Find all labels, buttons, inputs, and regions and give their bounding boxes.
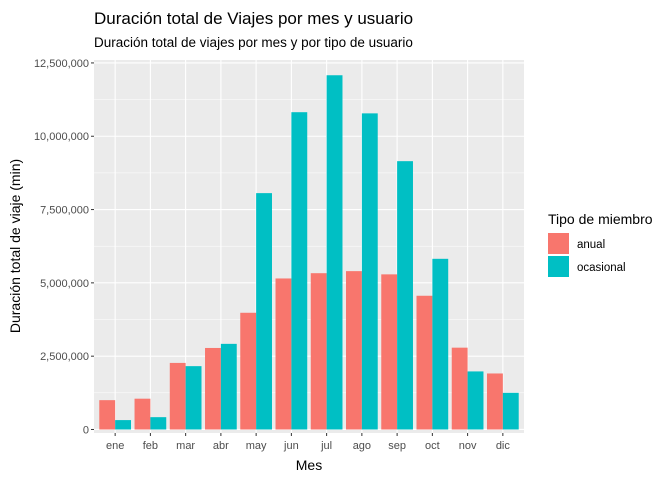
x-axis-title: Mes bbox=[296, 457, 322, 473]
x-tick-label: jun bbox=[283, 440, 299, 452]
bar-anual-jul bbox=[310, 273, 327, 430]
bar-anual-mar bbox=[169, 362, 186, 430]
bar-anual-ago bbox=[346, 271, 362, 430]
legend-key-anual bbox=[548, 233, 569, 254]
bars bbox=[99, 75, 519, 430]
bar-anual-oct bbox=[416, 295, 433, 430]
bar-anual-nov bbox=[451, 347, 468, 430]
legend: Tipo de miembro anual ocasional bbox=[548, 211, 653, 277]
bar-ocasional-jun bbox=[291, 112, 308, 430]
bar-ocasional-abr bbox=[220, 343, 237, 430]
y-axis-title: Duración total de viaje (min) bbox=[7, 159, 23, 333]
x-tick-label: sep bbox=[388, 440, 406, 452]
bar-ocasional-ene bbox=[115, 420, 132, 430]
legend-label-ocasional: ocasional bbox=[577, 262, 626, 274]
x-tick-label: may bbox=[246, 440, 267, 452]
x-axis: ene feb mar abr may jun jul ago sep oct nov dic bbox=[106, 433, 510, 452]
bar-ocasional-nov bbox=[467, 371, 484, 430]
x-tick-label: ene bbox=[106, 440, 124, 452]
x-tick-label: oct bbox=[425, 440, 440, 452]
legend-label-anual: anual bbox=[577, 239, 605, 251]
x-tick-label: nov bbox=[459, 440, 477, 452]
y-tick-label: 2,500,000 bbox=[40, 351, 89, 363]
y-tick-label: 7,500,000 bbox=[40, 205, 89, 217]
bar-ocasional-jul bbox=[326, 75, 343, 430]
bar-anual-sep bbox=[381, 274, 398, 430]
x-tick-label: dic bbox=[496, 440, 511, 452]
chart-subtitle: Duración total de viajes por mes y por t… bbox=[94, 35, 413, 50]
x-tick-label: jul bbox=[320, 440, 332, 452]
x-tick-label: ago bbox=[353, 440, 371, 452]
bar-anual-dic bbox=[486, 373, 503, 430]
x-tick-label: mar bbox=[176, 440, 195, 452]
y-tick-label: 5,000,000 bbox=[40, 278, 89, 290]
x-tick-label: feb bbox=[143, 440, 158, 452]
y-tick-label: 0 bbox=[83, 424, 89, 436]
bar-ocasional-ago bbox=[361, 113, 378, 430]
y-axis: 0 2,500,000 5,000,000 7,500,000 10,000,000 12… bbox=[34, 58, 94, 436]
bar-ocasional-sep bbox=[397, 161, 413, 430]
y-tick-label: 12,500,000 bbox=[34, 58, 89, 70]
legend-title: Tipo de miembro bbox=[548, 211, 653, 227]
bar-anual-may bbox=[240, 312, 257, 430]
bar-anual-jun bbox=[275, 278, 292, 430]
bar-anual-ene bbox=[99, 400, 116, 430]
legend-key-ocasional bbox=[548, 256, 569, 277]
bar-ocasional-may bbox=[256, 193, 272, 430]
bar-ocasional-mar bbox=[185, 366, 202, 430]
bar-anual-abr bbox=[205, 347, 221, 430]
bar-ocasional-dic bbox=[502, 392, 519, 430]
x-tick-label: abr bbox=[213, 440, 229, 452]
y-tick-label: 10,000,000 bbox=[34, 131, 89, 143]
bar-anual-feb bbox=[134, 398, 151, 430]
bar-ocasional-oct bbox=[432, 258, 449, 430]
bar-ocasional-feb bbox=[150, 417, 167, 430]
chart-title: Duración total de Viajes por mes y usuar… bbox=[94, 9, 413, 28]
